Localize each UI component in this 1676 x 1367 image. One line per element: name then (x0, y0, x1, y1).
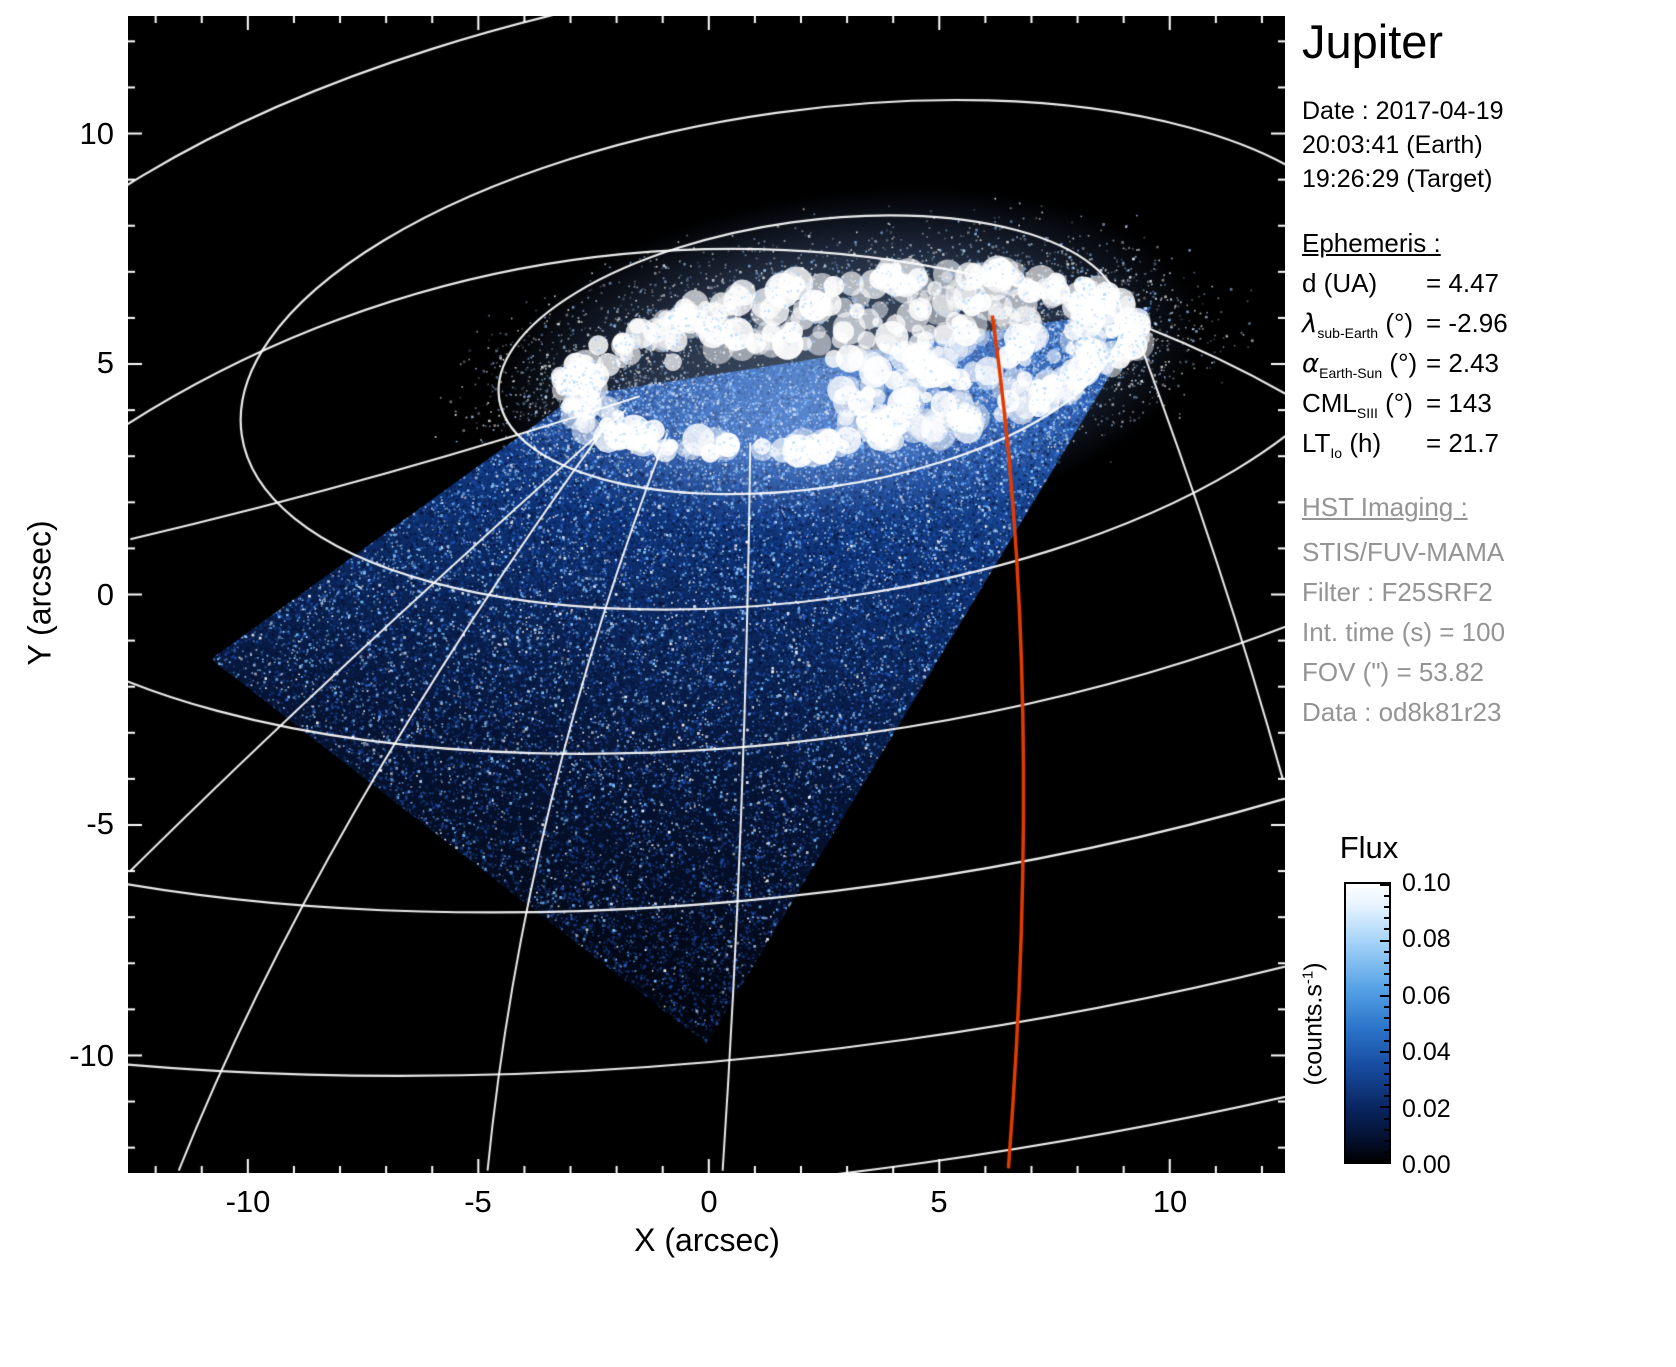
jupiter-aurora-figure: -10 -5 0 5 10 10 5 0 -5 -10 X (arcsec) Y… (0, 0, 1676, 1367)
colorbar-minor-tick (1384, 1017, 1389, 1019)
y-tick-label: 5 (30, 345, 114, 381)
colorbar-minor-tick (1384, 1073, 1389, 1075)
hst-instrument: STIS/FUV-MAMA (1302, 532, 1505, 572)
colorbar-minor-tick (1384, 928, 1389, 930)
ephemeris-label: αEarth-Sun (°) (1302, 348, 1417, 378)
x-tick-label: 0 (700, 1184, 717, 1220)
colorbar-minor-tick (1384, 1129, 1389, 1131)
colorbar-minor-tick (1384, 1140, 1389, 1142)
hst-filter: Filter : F25SRF2 (1302, 572, 1505, 612)
hst-integration-time: Int. time (s) = 100 (1302, 612, 1505, 652)
colorbar-minor-tick (1384, 951, 1389, 953)
colorbar-minor-tick (1384, 1006, 1389, 1008)
x-axis-title: X (arcsec) (634, 1222, 780, 1259)
ephemeris-value: = -2.96 (1426, 308, 1508, 339)
colorbar-tick-label: 0.04 (1402, 1038, 1451, 1067)
colorbar-tick-label: 0.08 (1402, 925, 1451, 954)
observation-time-target: 19:26:29 (Target) (1302, 162, 1504, 196)
colorbar-tick-label: 0.00 (1402, 1151, 1451, 1180)
colorbar-minor-tick (1384, 962, 1389, 964)
hst-imaging-details: STIS/FUV-MAMA Filter : F25SRF2 Int. time… (1302, 532, 1505, 732)
jupiter-fuv-image-canvas (128, 16, 1285, 1173)
colorbar-tick-label: 0.06 (1402, 982, 1451, 1011)
hst-fov: FOV (") = 53.82 (1302, 652, 1505, 692)
ephemeris-table: d (UA) = 4.47 λsub-Earth (°) = -2.96 αEa… (1302, 268, 1676, 468)
target-name: Jupiter (1302, 14, 1443, 69)
ephemeris-label: d (UA) (1302, 268, 1377, 298)
ephemeris-label: LTIo (h) (1302, 428, 1381, 458)
hst-data-id: Data : od8k81r23 (1302, 692, 1505, 732)
colorbar-minor-tick (1384, 1029, 1389, 1031)
ephemeris-value: = 21.7 (1426, 428, 1499, 459)
ephemeris-row-phase-angle: αEarth-Sun (°) = 2.43 (1302, 348, 1676, 388)
colorbar-units-label: (counts.s-1) (1299, 962, 1328, 1085)
ephemeris-value: = 2.43 (1426, 348, 1499, 379)
ephemeris-row-io-local-time: LTIo (h) = 21.7 (1302, 428, 1676, 468)
y-axis-title: Y (arcsec) (22, 520, 59, 665)
colorbar-minor-tick (1384, 1151, 1389, 1153)
ephemeris-label: CMLSIII (°) (1302, 388, 1413, 418)
ephemeris-label: λsub-Earth (°) (1302, 308, 1413, 338)
x-tick-label: 10 (1153, 1184, 1187, 1220)
colorbar-major-tick (1380, 884, 1389, 886)
colorbar-minor-tick (1384, 917, 1389, 919)
ephemeris-row-sub-earth-latitude: λsub-Earth (°) = -2.96 (1302, 308, 1676, 348)
colorbar-major-tick (1380, 1106, 1389, 1108)
ephemeris-value: = 4.47 (1426, 268, 1499, 299)
colorbar-minor-tick (1384, 1095, 1389, 1097)
observation-time-earth: 20:03:41 (Earth) (1302, 128, 1504, 162)
x-tick-label: -10 (226, 1184, 271, 1220)
colorbar-tick-label: 0.10 (1402, 869, 1451, 898)
ephemeris-value: = 143 (1426, 388, 1492, 419)
colorbar-title: Flux (1340, 830, 1399, 866)
x-tick-label: -5 (464, 1184, 492, 1220)
colorbar-minor-tick (1384, 1040, 1389, 1042)
colorbar-minor-tick (1384, 973, 1389, 975)
colorbar-minor-tick (1384, 895, 1389, 897)
x-tick-label: 5 (930, 1184, 947, 1220)
colorbar-gradient (1344, 882, 1391, 1164)
colorbar-minor-tick (1384, 1084, 1389, 1086)
y-tick-label: -5 (30, 806, 114, 842)
ephemeris-row-cml: CMLSIII (°) = 143 (1302, 388, 1676, 428)
colorbar-major-tick (1380, 940, 1389, 942)
colorbar-minor-tick (1384, 984, 1389, 986)
colorbar-minor-tick (1384, 906, 1389, 908)
colorbar-major-tick (1380, 1160, 1389, 1162)
ephemeris-heading: Ephemeris : (1302, 228, 1441, 259)
colorbar-major-tick (1380, 995, 1389, 997)
y-tick-label: -10 (30, 1038, 114, 1074)
y-tick-label: 10 (30, 116, 114, 152)
hst-imaging-heading: HST Imaging : (1302, 492, 1468, 523)
ephemeris-row-distance: d (UA) = 4.47 (1302, 268, 1676, 308)
colorbar-minor-tick (1384, 1062, 1389, 1064)
colorbar-major-tick (1380, 1051, 1389, 1053)
observation-datetime: Date : 2017-04-19 20:03:41 (Earth) 19:26… (1302, 94, 1504, 196)
observation-date: Date : 2017-04-19 (1302, 94, 1504, 128)
colorbar-minor-tick (1384, 1118, 1389, 1120)
colorbar-tick-label: 0.02 (1402, 1095, 1451, 1124)
